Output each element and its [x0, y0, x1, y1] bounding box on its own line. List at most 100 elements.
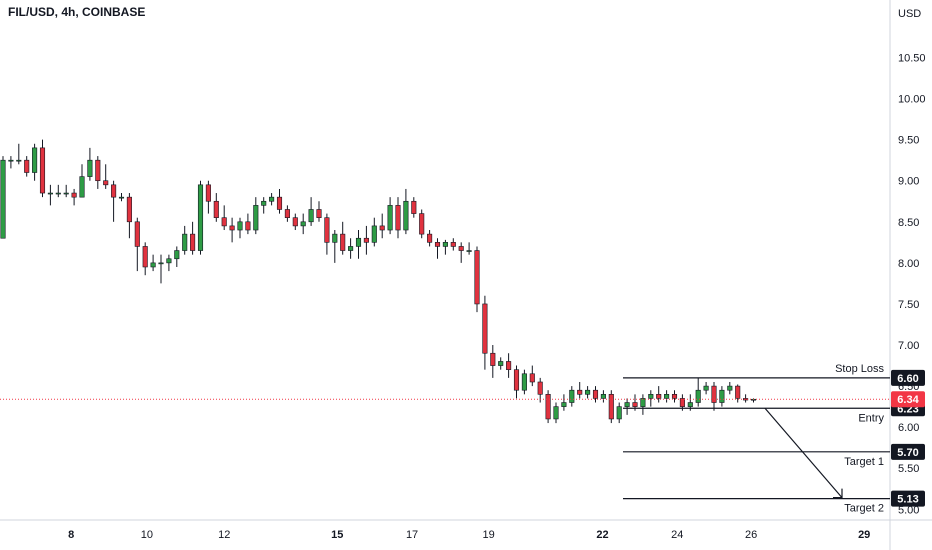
level-label: Target 1 — [844, 456, 884, 468]
candle-body — [403, 200, 409, 231]
candle — [521, 369, 527, 395]
candle-body — [711, 385, 717, 403]
candle — [63, 184, 69, 198]
y-tick-label: 8.00 — [898, 258, 919, 270]
candle-body — [387, 205, 393, 231]
level-badge — [891, 490, 925, 507]
candle — [427, 230, 433, 247]
candle-body — [103, 180, 109, 186]
candle-body — [71, 192, 77, 198]
candle — [126, 193, 132, 239]
candle — [529, 365, 535, 387]
candle — [735, 384, 741, 403]
candle — [245, 213, 251, 235]
candle — [292, 213, 298, 231]
candle — [403, 188, 409, 235]
candle — [363, 225, 369, 255]
candle — [324, 213, 330, 255]
y-tick-label: 10.00 — [898, 94, 926, 106]
candle — [118, 193, 125, 202]
candle — [205, 180, 211, 214]
candle — [482, 295, 488, 370]
candle — [671, 390, 678, 403]
candle-body — [269, 196, 275, 202]
candle-body — [213, 200, 219, 218]
candle-body — [695, 389, 701, 403]
candle — [55, 184, 61, 198]
candle — [727, 381, 733, 395]
candle-body — [395, 205, 401, 231]
candle — [316, 201, 322, 222]
candle-body — [458, 246, 464, 251]
level-badge-text: 6.60 — [897, 373, 918, 385]
candle-body — [111, 184, 117, 198]
candle-body — [521, 373, 527, 391]
candle-body — [340, 233, 346, 251]
candle — [8, 156, 14, 169]
candle-body — [648, 394, 654, 399]
candle-body — [679, 398, 685, 407]
x-tick-label: 12 — [218, 529, 230, 541]
candle — [545, 390, 551, 424]
candle-body — [585, 389, 591, 395]
candle — [490, 345, 496, 378]
candle-body — [466, 250, 472, 252]
candle — [743, 394, 749, 403]
candle-body — [8, 159, 14, 162]
candle-body — [166, 258, 172, 264]
candle — [47, 184, 53, 206]
candle-body — [79, 176, 85, 198]
candle-body — [95, 159, 101, 182]
candle-body — [229, 225, 235, 231]
candle — [95, 156, 101, 189]
candle — [174, 246, 180, 267]
y-tick-label: 6.00 — [898, 422, 919, 434]
candle — [695, 377, 701, 407]
candle-body — [450, 242, 456, 247]
candle-body — [419, 213, 425, 235]
candle-body — [411, 200, 417, 214]
candle-body — [434, 242, 441, 247]
candle — [719, 386, 725, 407]
candle — [395, 197, 401, 239]
level-label: Entry — [858, 412, 884, 424]
candle-body — [513, 369, 520, 391]
candle — [111, 180, 117, 222]
candle — [387, 197, 393, 235]
candle — [379, 213, 385, 239]
candle-body — [47, 192, 53, 195]
x-tick-label: 19 — [482, 529, 494, 541]
candle — [142, 242, 148, 276]
candle-body — [703, 385, 709, 391]
x-tick-label: 22 — [596, 529, 608, 541]
candle — [197, 180, 204, 255]
candle-body — [142, 246, 148, 268]
candle — [537, 377, 543, 403]
candle — [213, 193, 219, 222]
projection-arrow — [764, 407, 843, 499]
candle — [150, 254, 156, 272]
candle-body — [126, 196, 132, 223]
candle — [466, 242, 472, 255]
candle-body — [664, 394, 670, 399]
candle — [648, 390, 654, 407]
candle-body — [174, 250, 180, 260]
candle — [0, 156, 6, 239]
level-label: Target 2 — [844, 503, 884, 515]
candle — [300, 213, 306, 235]
level-badge-text: 5.13 — [897, 494, 918, 506]
current-price-badge — [891, 391, 925, 408]
candle-body — [134, 221, 140, 247]
candle — [16, 143, 22, 165]
current-price-badge-text: 6.34 — [897, 394, 919, 406]
candle — [261, 197, 267, 214]
candle-body — [197, 184, 204, 251]
candle-body — [656, 394, 662, 399]
trade-levels: Stop Loss Entry Target 1 Target 2 — [0, 363, 890, 515]
candle — [506, 353, 512, 378]
candle-body — [371, 225, 377, 243]
candle — [450, 238, 456, 251]
level-badge — [891, 369, 925, 386]
candle — [237, 217, 243, 239]
